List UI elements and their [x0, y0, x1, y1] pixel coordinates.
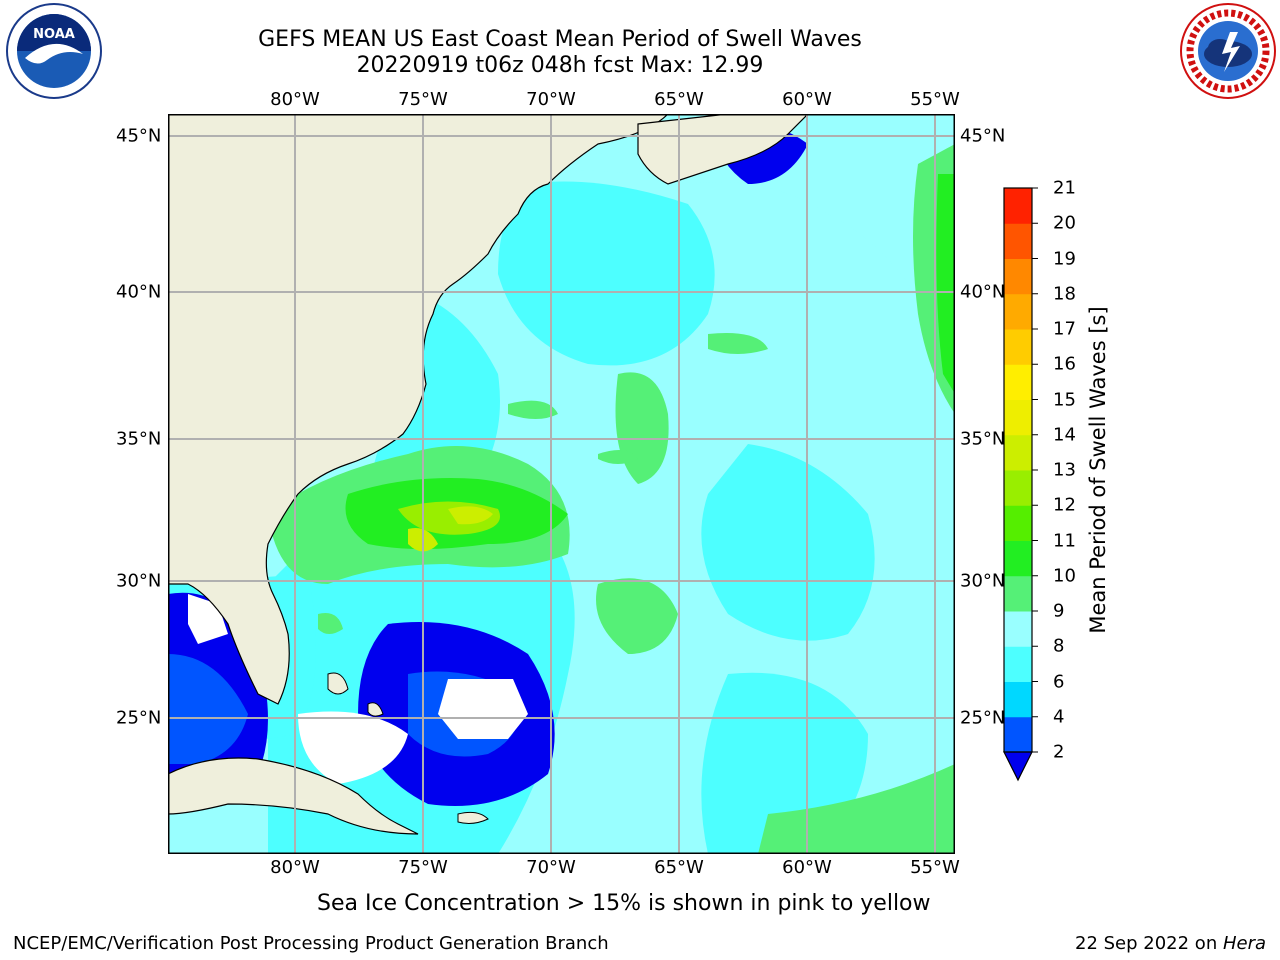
- noaa-logo: NOAA: [3, 2, 105, 100]
- colorbar: [1000, 186, 1040, 786]
- colorbar-tick-label: 21: [1053, 177, 1076, 199]
- sea-ice-footnote: Sea Ice Concentration > 15% is shown in …: [317, 891, 931, 916]
- colorbar-tick-label: 9: [1053, 600, 1065, 622]
- lon-label-top-75w: 75°W: [398, 89, 448, 110]
- swell-period-map: [168, 114, 955, 854]
- colorbar-tick-label: 16: [1053, 353, 1076, 375]
- colorbar-swatch: [1004, 364, 1032, 400]
- colorbar-tick-label: 8: [1053, 635, 1065, 657]
- swell-4-6s-area: [498, 181, 715, 366]
- lon-label-top-65w: 65°W: [654, 89, 704, 110]
- chart-subtitle: 20220919 t06z 048h fcst Max: 12.99: [356, 53, 764, 78]
- land-us-east-coast: [168, 114, 669, 705]
- colorbar-tick-label: 20: [1053, 212, 1076, 234]
- colorbar-under-extension: [1003, 751, 1033, 782]
- colorbar-swatch: [1004, 434, 1032, 471]
- colorbar-tick-label: 17: [1053, 318, 1076, 340]
- lon-label-top-60w: 60°W: [782, 89, 832, 110]
- colorbar-swatch: [1004, 258, 1032, 295]
- colorbar-swatches: [1003, 187, 1038, 782]
- chart-title: GEFS MEAN US East Coast Mean Period of S…: [258, 27, 862, 52]
- colorbar-swatch: [1004, 681, 1032, 718]
- lat-label-left-35n: 35°N: [116, 428, 162, 450]
- lon-label-bottom-80w: 80°W: [270, 857, 320, 878]
- lat-label-right-40n: 40°N: [960, 281, 1006, 303]
- lon-label-top-70w: 70°W: [526, 89, 576, 110]
- land-cuba: [168, 757, 419, 835]
- colorbar-tick-label: 15: [1053, 389, 1076, 410]
- footer-machine: Hera: [1222, 933, 1266, 954]
- colorbar-swatch: [1004, 329, 1032, 365]
- land-nova-scotia: [637, 114, 809, 185]
- colorbar-swatch: [1004, 611, 1032, 647]
- lat-label-right-45n: 45°N: [960, 125, 1006, 147]
- colorbar-tick-label: 19: [1053, 248, 1076, 269]
- colorbar-tick-label: 13: [1053, 459, 1076, 481]
- colorbar-swatch: [1004, 293, 1032, 330]
- colorbar-label: Mean Period of Swell Waves [s]: [1086, 306, 1110, 634]
- map-panel: [168, 114, 955, 854]
- colorbar-swatch: [1004, 646, 1032, 682]
- colorbar-tick-label: 10: [1053, 565, 1076, 587]
- colorbar-swatch: [1004, 223, 1032, 259]
- colorbar-swatch: [1004, 575, 1032, 612]
- lat-label-right-25n: 25°N: [960, 707, 1006, 729]
- lat-label-right-35n: 35°N: [960, 428, 1006, 450]
- footer-producer: NCEP/EMC/Verification Post Processing Pr…: [13, 933, 609, 954]
- lon-label-bottom-65w: 65°W: [654, 857, 704, 878]
- colorbar-tick-label: 12: [1053, 494, 1076, 516]
- footer-date-text: 22 Sep 2022 on: [1075, 933, 1223, 954]
- colorbar-tick-label: 18: [1053, 283, 1076, 305]
- noaa-logo-text: NOAA: [33, 27, 75, 42]
- lat-label-left-30n: 30°N: [116, 570, 162, 592]
- lon-label-top-55w: 55°W: [910, 89, 960, 110]
- colorbar-tick-label: 2: [1053, 741, 1065, 763]
- lat-label-left-45n: 45°N: [116, 125, 162, 147]
- colorbar-swatch: [1004, 540, 1032, 577]
- lon-label-bottom-70w: 70°W: [526, 857, 576, 878]
- colorbar-tick-label: 6: [1053, 671, 1065, 692]
- colorbar-tick-label: 4: [1053, 706, 1065, 728]
- lon-label-bottom-55w: 55°W: [910, 857, 960, 878]
- lon-label-top-80w: 80°W: [270, 89, 320, 110]
- footer-date: 22 Sep 2022 on Hera: [1075, 933, 1266, 954]
- lat-label-left-25n: 25°N: [116, 707, 162, 729]
- colorbar-swatch: [1004, 505, 1032, 541]
- colorbar-swatch: [1004, 188, 1032, 224]
- nws-logo: [1178, 2, 1278, 100]
- lat-label-left-40n: 40°N: [116, 281, 162, 303]
- colorbar-tick-label: 11: [1053, 530, 1076, 551]
- lat-label-right-30n: 30°N: [960, 570, 1006, 592]
- map-frame: [168, 114, 955, 854]
- lon-label-bottom-75w: 75°W: [398, 857, 448, 878]
- colorbar-swatch: [1004, 716, 1032, 753]
- colorbar-tick-label: 14: [1053, 424, 1076, 446]
- lon-label-bottom-60w: 60°W: [782, 857, 832, 878]
- colorbar-swatch: [1004, 399, 1032, 436]
- graticule: [168, 114, 955, 854]
- colorbar-swatch: [1004, 470, 1032, 506]
